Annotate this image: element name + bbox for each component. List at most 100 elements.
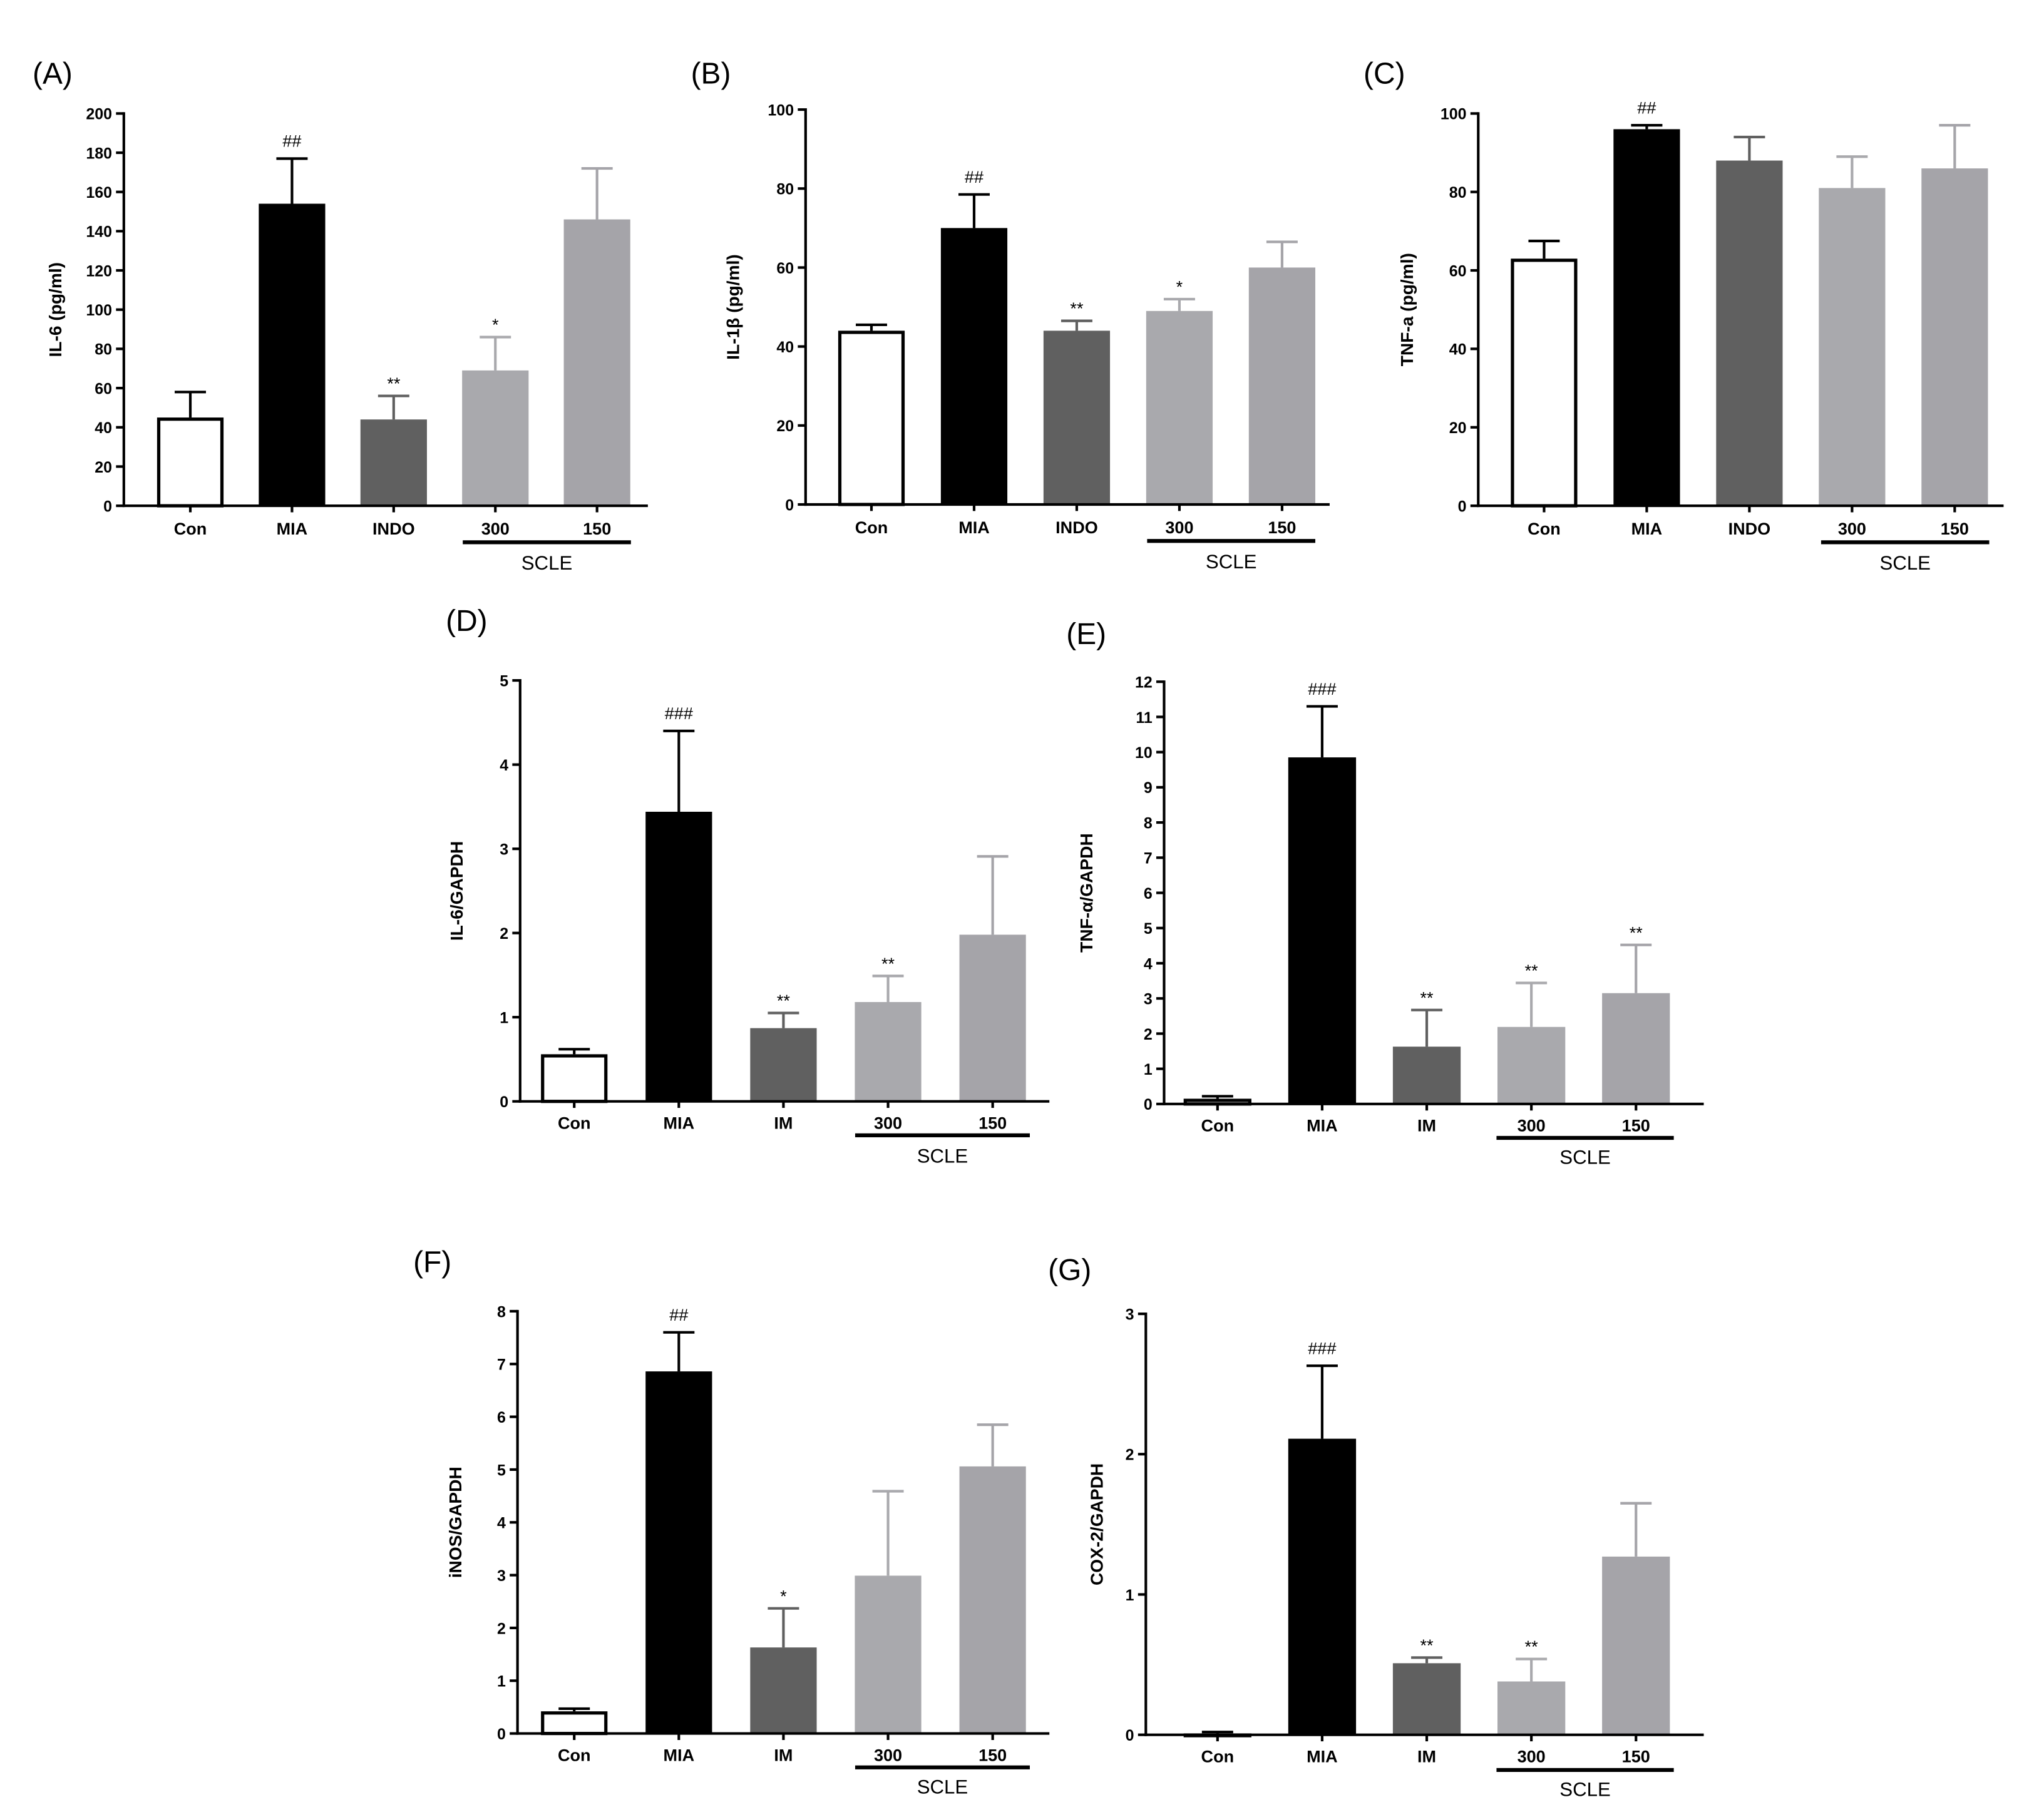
group-label: SCLE bbox=[917, 1145, 968, 1167]
bar bbox=[940, 228, 1008, 504]
y-axis-label: IL-6 (pg/ml) bbox=[46, 262, 65, 357]
significance-label: * bbox=[492, 315, 499, 334]
y-tick-label: 0 bbox=[1144, 1096, 1153, 1113]
x-tick-label: INDO bbox=[372, 520, 415, 538]
x-tick-label: 300 bbox=[481, 520, 510, 538]
panel-label: (A) bbox=[33, 57, 73, 90]
y-tick-label: 5 bbox=[497, 1461, 506, 1479]
bar bbox=[1511, 258, 1578, 508]
chart-panel-c: (C) TNF-a (pg/ml) 0 20 40 60 80 100 Con MIA ## INDO… bbox=[1364, 57, 2004, 574]
y-tick-label: 6 bbox=[1144, 885, 1153, 903]
bar bbox=[1497, 1026, 1566, 1104]
bar bbox=[645, 1371, 712, 1734]
y-tick-label: 100 bbox=[86, 302, 112, 319]
y-axis-label: IL-6/GAPDH bbox=[447, 841, 466, 941]
x-tick-label: IM bbox=[774, 1113, 793, 1132]
group-label: SCLE bbox=[1206, 551, 1257, 573]
y-tick-label: 2 bbox=[500, 925, 508, 943]
y-tick-label: 20 bbox=[1449, 419, 1467, 437]
significance-label: ## bbox=[965, 168, 983, 187]
y-tick-label: 2 bbox=[1144, 1026, 1153, 1043]
bar bbox=[1602, 993, 1670, 1104]
y-tick-label: 80 bbox=[776, 181, 794, 198]
y-tick-label: 1 bbox=[1126, 1587, 1134, 1604]
bar bbox=[1613, 129, 1680, 506]
significance-label: ** bbox=[1070, 299, 1084, 318]
bar bbox=[750, 1028, 817, 1102]
significance-label: ** bbox=[1420, 1636, 1434, 1655]
panel-label: (G) bbox=[1048, 1254, 1091, 1287]
y-tick-label: 40 bbox=[1449, 341, 1467, 359]
y-tick-label: 60 bbox=[95, 380, 112, 397]
y-tick-label: 1 bbox=[500, 1010, 508, 1027]
y-tick-label: 5 bbox=[500, 672, 508, 690]
chart-panel-d: (D) IL-6/GAPDH 0 1 2 3 4 5 Con MIA ### IM ** 300 ** 150… bbox=[446, 605, 1050, 1167]
bar bbox=[1146, 310, 1213, 504]
y-tick-label: 120 bbox=[86, 262, 112, 280]
significance-label: ** bbox=[387, 374, 401, 393]
x-tick-label: 150 bbox=[1268, 518, 1296, 537]
panel-label: (C) bbox=[1364, 57, 1405, 90]
y-tick-label: 100 bbox=[1441, 106, 1467, 123]
x-tick-label: 300 bbox=[874, 1113, 902, 1132]
significance-label: ** bbox=[1420, 988, 1434, 1007]
panel-label: (D) bbox=[446, 605, 487, 638]
y-tick-label: 0 bbox=[785, 496, 794, 514]
x-tick-label: Con bbox=[855, 518, 888, 537]
x-tick-label: MIA bbox=[277, 520, 308, 538]
y-tick-label: 8 bbox=[1144, 814, 1153, 832]
y-tick-label: 2 bbox=[1126, 1446, 1134, 1464]
y-tick-label: 160 bbox=[86, 184, 112, 202]
y-tick-label: 0 bbox=[497, 1726, 506, 1743]
x-tick-label: MIA bbox=[1307, 1747, 1338, 1766]
y-tick-label: 200 bbox=[86, 106, 112, 123]
bar bbox=[462, 370, 529, 506]
x-tick-label: MIA bbox=[1631, 520, 1663, 538]
significance-label: ** bbox=[1630, 923, 1643, 942]
panel-label: (E) bbox=[1066, 618, 1106, 651]
y-tick-label: 11 bbox=[1136, 709, 1153, 727]
y-tick-label: 5 bbox=[1144, 920, 1153, 938]
y-tick-label: 2 bbox=[497, 1620, 506, 1637]
y-tick-label: 4 bbox=[1144, 955, 1153, 973]
y-axis-label: iNOS/GAPDH bbox=[446, 1466, 465, 1578]
x-tick-label: 150 bbox=[1622, 1747, 1650, 1766]
x-tick-label: MIA bbox=[664, 1113, 695, 1132]
y-tick-label: 0 bbox=[500, 1093, 508, 1111]
significance-label: * bbox=[780, 1587, 787, 1605]
y-tick-label: 7 bbox=[497, 1356, 506, 1374]
panel-label: (F) bbox=[413, 1246, 451, 1279]
x-tick-label: 300 bbox=[874, 1746, 902, 1764]
x-tick-label: 150 bbox=[978, 1746, 1007, 1764]
y-axis-label: TNF-α/GAPDH bbox=[1077, 833, 1096, 953]
x-tick-label: 300 bbox=[1838, 520, 1866, 538]
x-tick-label: Con bbox=[1201, 1747, 1235, 1766]
y-tick-label: 40 bbox=[95, 419, 112, 437]
significance-label: ## bbox=[1637, 98, 1656, 117]
x-tick-label: 150 bbox=[583, 520, 611, 538]
bar bbox=[1921, 168, 1988, 506]
chart-panel-a: (A) IL-6 (pg/ml) 0 20 40 60 80 100 120 140 160 180 2… bbox=[33, 57, 648, 574]
bar bbox=[838, 330, 905, 506]
x-tick-label: Con bbox=[174, 520, 207, 538]
panel-label: (B) bbox=[691, 57, 731, 90]
bar bbox=[1248, 267, 1316, 504]
x-tick-label: 300 bbox=[1518, 1747, 1546, 1766]
significance-label: ** bbox=[881, 955, 895, 973]
x-tick-label: MIA bbox=[1307, 1117, 1338, 1135]
x-tick-label: INDO bbox=[1055, 518, 1098, 537]
bar bbox=[1392, 1047, 1461, 1104]
x-tick-label: MIA bbox=[664, 1746, 695, 1764]
bar bbox=[360, 419, 427, 506]
group-label: SCLE bbox=[1559, 1147, 1611, 1169]
y-tick-label: 12 bbox=[1135, 674, 1153, 692]
y-tick-label: 80 bbox=[95, 341, 112, 359]
bar bbox=[1497, 1681, 1566, 1735]
significance-label: ### bbox=[1308, 1339, 1336, 1358]
group-label: SCLE bbox=[1879, 552, 1931, 574]
x-tick-label: 150 bbox=[1941, 520, 1969, 538]
y-tick-label: 1 bbox=[497, 1673, 506, 1691]
y-tick-label: 3 bbox=[497, 1567, 506, 1585]
